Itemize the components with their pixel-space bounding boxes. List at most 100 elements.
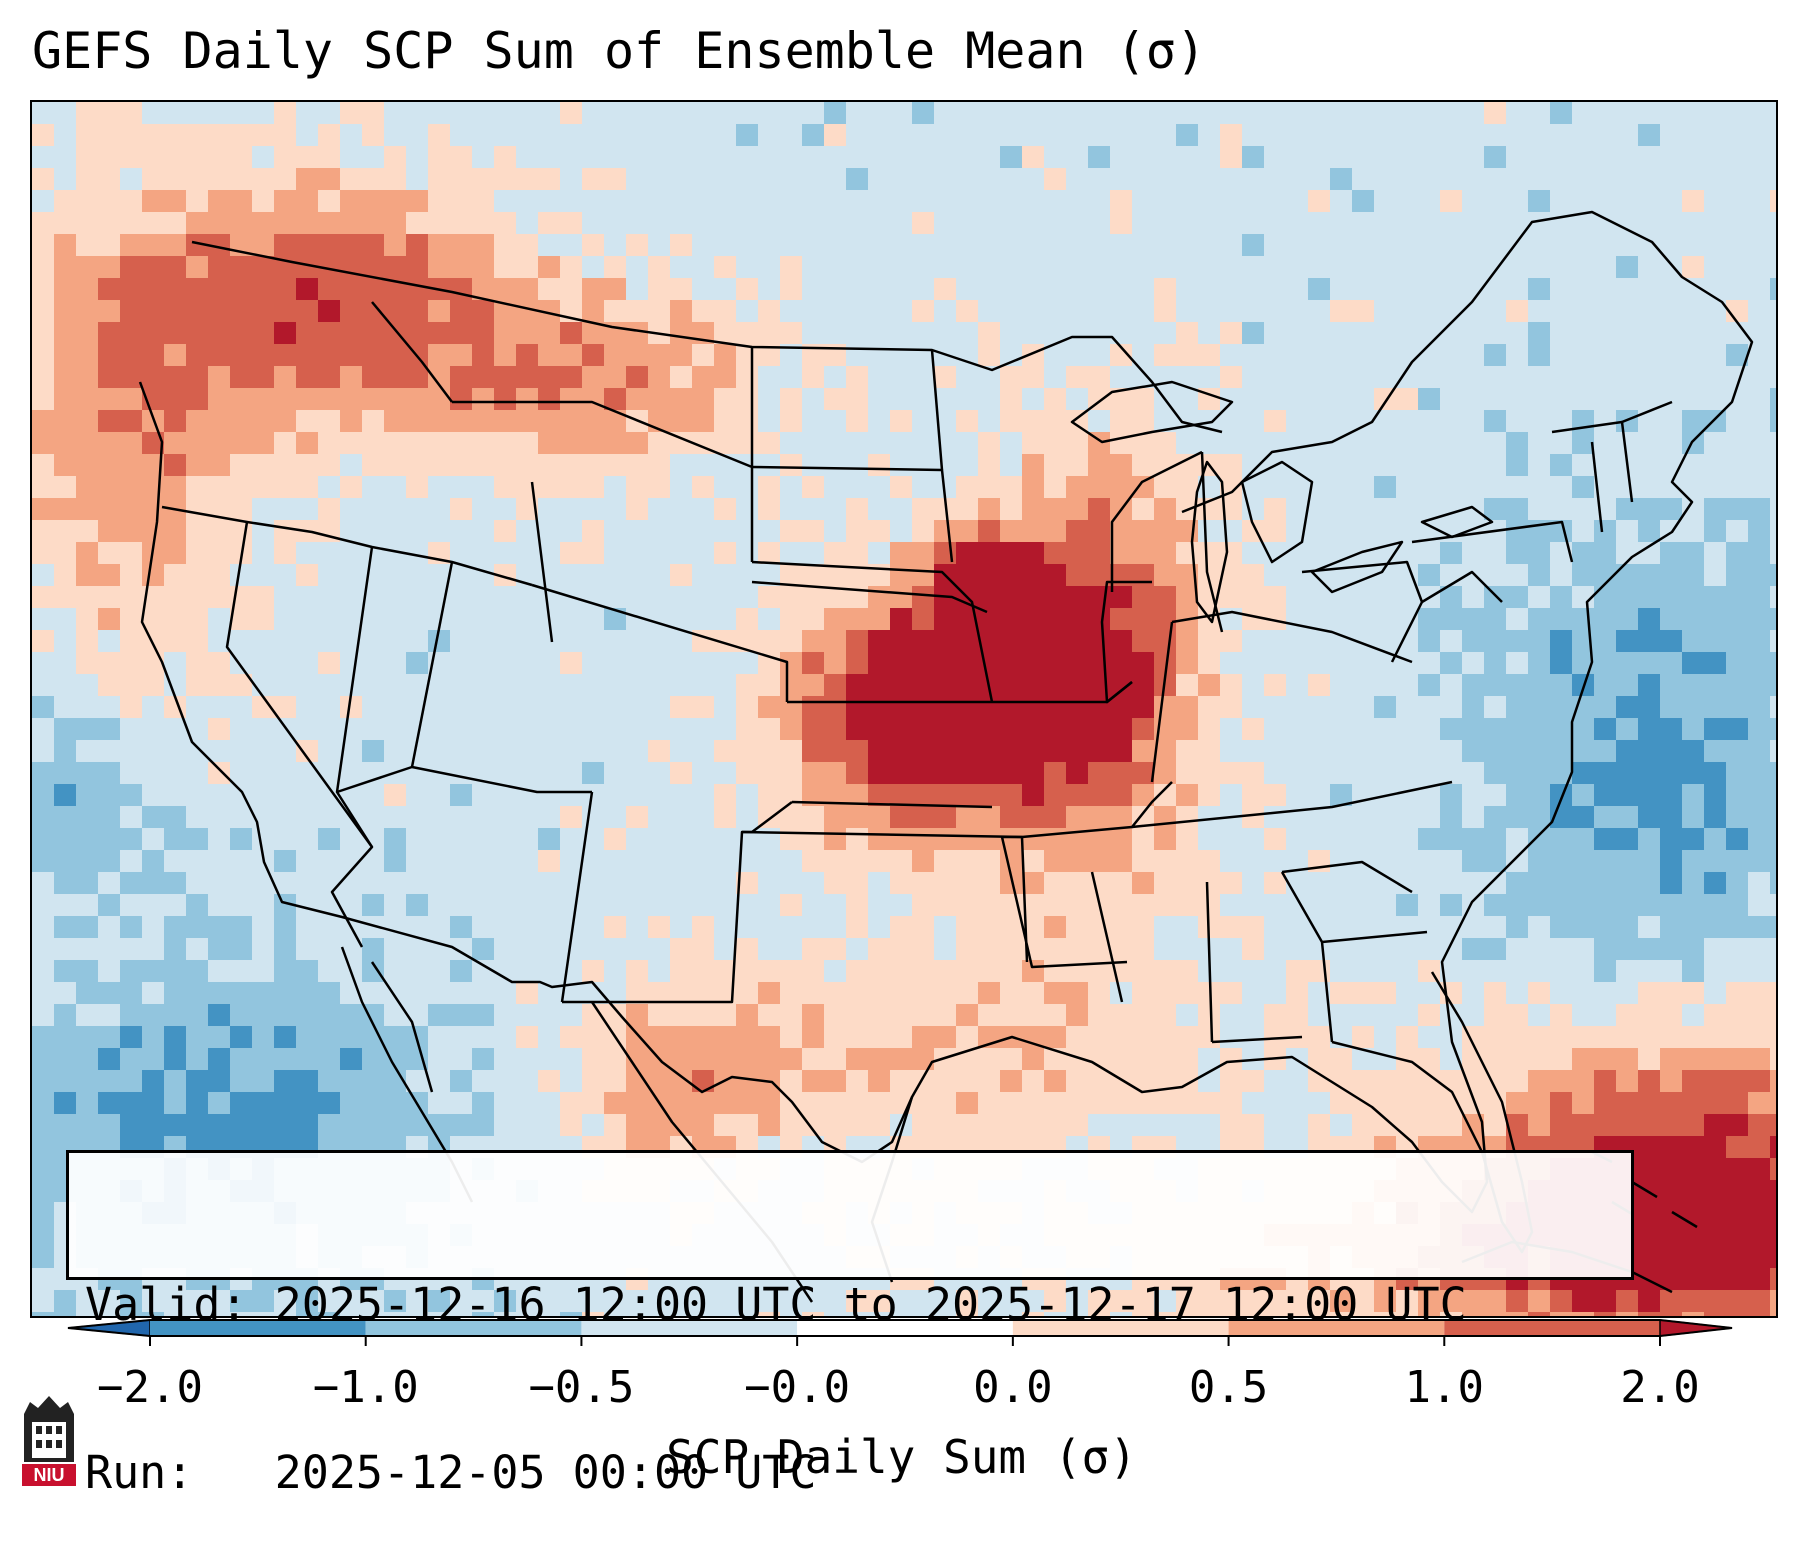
heatmap-cell: [32, 146, 54, 168]
heatmap-cell: [978, 1004, 1000, 1026]
heatmap-cell: [714, 828, 736, 850]
heatmap-cell: [340, 762, 362, 784]
heatmap-cell: [1528, 872, 1550, 894]
heatmap-cell: [472, 234, 494, 256]
heatmap-cell: [1088, 190, 1110, 212]
heatmap-cell: [912, 828, 934, 850]
heatmap-cell: [76, 828, 98, 850]
heatmap-cell: [230, 146, 252, 168]
heatmap-cell: [1220, 1114, 1242, 1136]
heatmap-cell: [604, 938, 626, 960]
heatmap-cell: [1330, 630, 1352, 652]
heatmap-cell: [1682, 1224, 1704, 1246]
heatmap-cell: [868, 476, 890, 498]
heatmap-cell: [956, 564, 978, 586]
heatmap-cell: [1550, 1070, 1572, 1092]
heatmap-cell: [956, 850, 978, 872]
heatmap-cell: [1176, 1004, 1198, 1026]
heatmap-cell: [1418, 1312, 1440, 1316]
heatmap-cell: [318, 1092, 340, 1114]
heatmap-cell: [208, 784, 230, 806]
heatmap-cell: [164, 322, 186, 344]
heatmap-cell: [340, 542, 362, 564]
heatmap-cell: [560, 146, 582, 168]
heatmap-cell: [648, 696, 670, 718]
heatmap-cell: [1154, 608, 1176, 630]
heatmap-cell: [472, 608, 494, 630]
heatmap-cell: [1506, 1026, 1528, 1048]
heatmap-cell: [824, 520, 846, 542]
heatmap-cell: [1770, 894, 1776, 916]
heatmap-cell: [1088, 322, 1110, 344]
heatmap-cell: [1572, 498, 1594, 520]
heatmap-cell: [472, 366, 494, 388]
heatmap-cell: [670, 784, 692, 806]
heatmap-cell: [1638, 828, 1660, 850]
heatmap-cell: [362, 102, 384, 124]
heatmap-cell: [692, 1312, 714, 1316]
heatmap-cell: [1264, 762, 1286, 784]
heatmap-cell: [1396, 1312, 1418, 1316]
heatmap-cell: [208, 1070, 230, 1092]
heatmap-cell: [230, 828, 252, 850]
heatmap-cell: [1088, 1048, 1110, 1070]
heatmap-cell: [1594, 454, 1616, 476]
heatmap-cell: [384, 322, 406, 344]
heatmap-cell: [1242, 256, 1264, 278]
heatmap-cell: [428, 124, 450, 146]
heatmap-cell: [956, 806, 978, 828]
heatmap-cell: [956, 234, 978, 256]
heatmap-cell: [714, 542, 736, 564]
heatmap-cell: [1638, 850, 1660, 872]
heatmap-cell: [1594, 212, 1616, 234]
heatmap-cell: [604, 916, 626, 938]
heatmap-cell: [1484, 102, 1506, 124]
heatmap-cell: [296, 1070, 318, 1092]
heatmap-cell: [648, 564, 670, 586]
heatmap-cell: [736, 674, 758, 696]
heatmap-cell: [1396, 542, 1418, 564]
heatmap-cell: [406, 234, 428, 256]
heatmap-cell: [362, 168, 384, 190]
heatmap-cell: [494, 828, 516, 850]
heatmap-cell: [1726, 520, 1748, 542]
heatmap-cell: [1286, 410, 1308, 432]
niu-logo: NIU: [20, 1392, 78, 1486]
heatmap-cell: [428, 982, 450, 1004]
heatmap-cell: [780, 278, 802, 300]
heatmap-cell: [1198, 432, 1220, 454]
heatmap-cell: [340, 300, 362, 322]
heatmap-cell: [758, 498, 780, 520]
heatmap-cell: [648, 366, 670, 388]
heatmap-cell: [1176, 256, 1198, 278]
heatmap-cell: [428, 674, 450, 696]
heatmap-cell: [692, 894, 714, 916]
heatmap-cell: [450, 740, 472, 762]
heatmap-cell: [1660, 278, 1682, 300]
heatmap-cell: [846, 762, 868, 784]
heatmap-cell: [1396, 1004, 1418, 1026]
heatmap-cell: [802, 564, 824, 586]
heatmap-cell: [736, 762, 758, 784]
heatmap-cell: [1022, 850, 1044, 872]
heatmap-cell: [384, 168, 406, 190]
heatmap-cell: [692, 586, 714, 608]
heatmap-cell: [1374, 740, 1396, 762]
heatmap-cell: [1506, 1290, 1528, 1312]
heatmap-cell: [1550, 454, 1572, 476]
heatmap-cell: [1352, 718, 1374, 740]
heatmap-cell: [1022, 960, 1044, 982]
heatmap-cell: [1000, 212, 1022, 234]
heatmap-cell: [516, 322, 538, 344]
heatmap-cell: [1220, 454, 1242, 476]
heatmap-cell: [978, 388, 1000, 410]
heatmap-cell: [76, 234, 98, 256]
colorbar-tick-label: −0.0: [744, 1362, 851, 1413]
heatmap-cell: [780, 212, 802, 234]
heatmap-cell: [912, 1004, 934, 1026]
heatmap-cell: [1616, 432, 1638, 454]
heatmap-cell: [1022, 1092, 1044, 1114]
heatmap-cell: [956, 696, 978, 718]
heatmap-cell: [1088, 124, 1110, 146]
heatmap-cell: [1484, 784, 1506, 806]
